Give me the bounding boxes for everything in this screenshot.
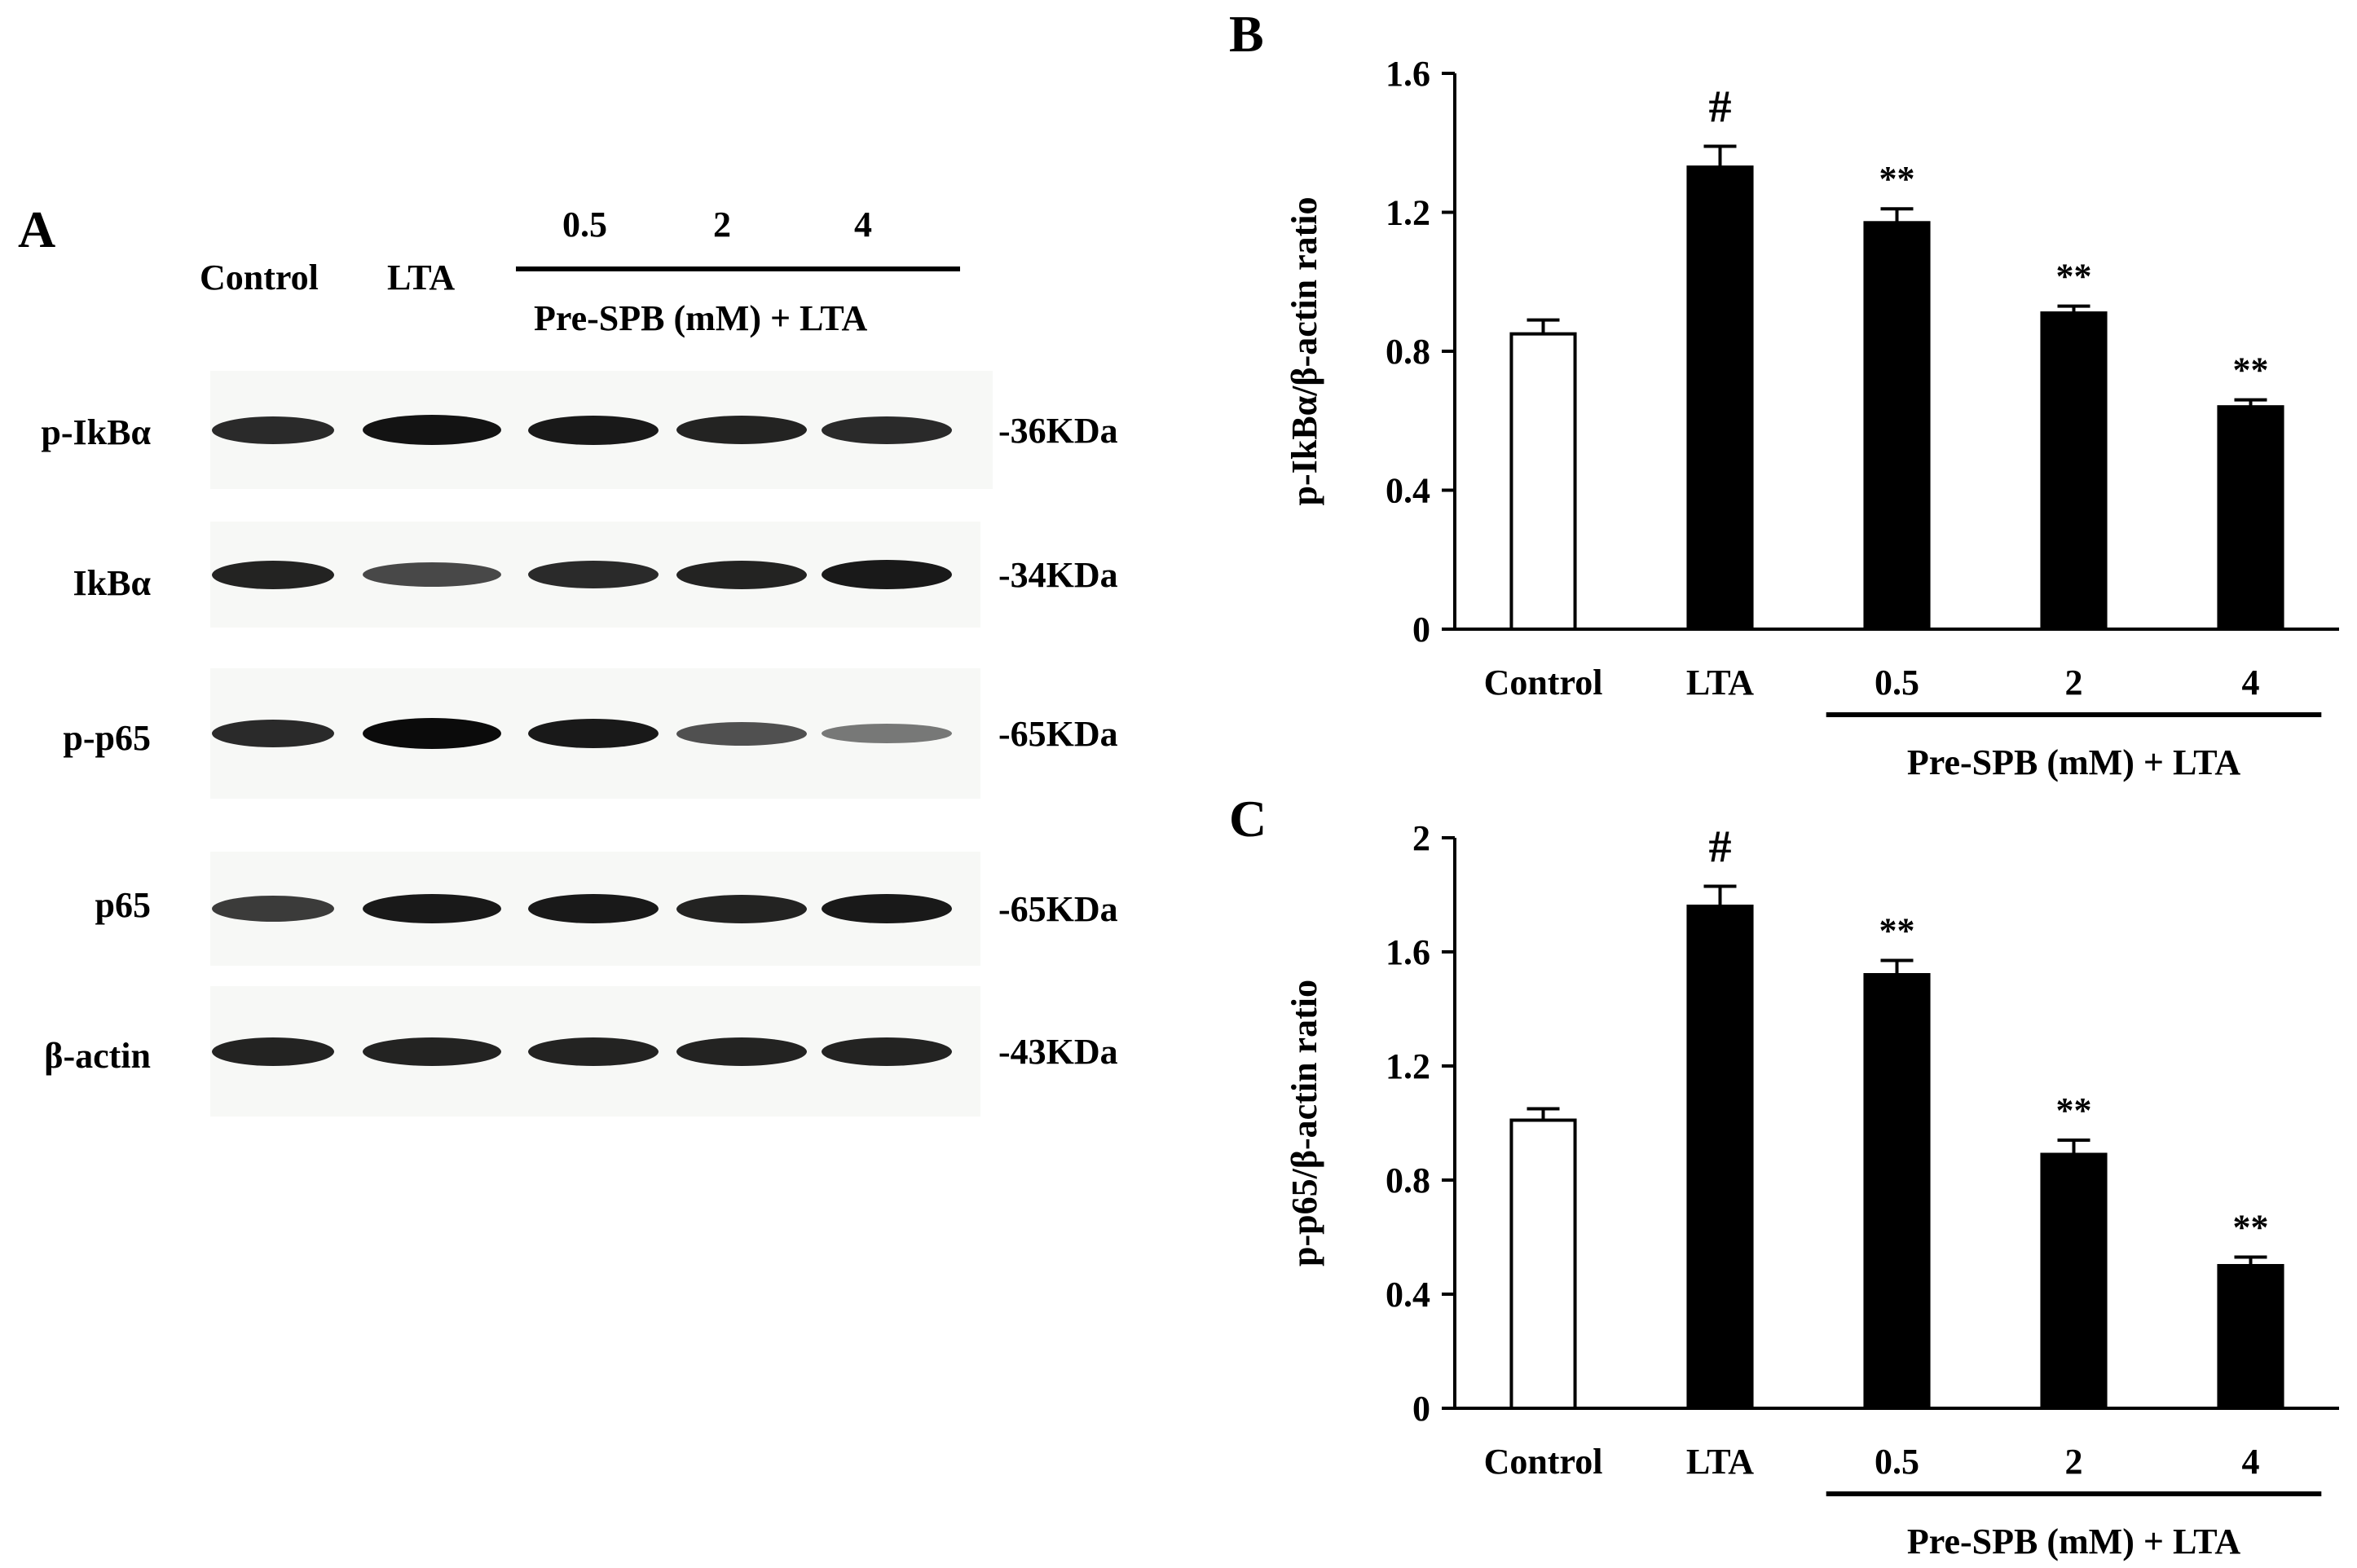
y-tick-label: 1.2 xyxy=(1386,193,1430,233)
blot-band xyxy=(528,894,659,923)
blot-band xyxy=(212,896,334,922)
blot-band xyxy=(676,1037,807,1066)
blot-band xyxy=(363,1037,501,1066)
blot-band xyxy=(528,719,659,748)
bar xyxy=(1686,905,1754,1410)
blot-band xyxy=(676,560,807,589)
blot-band xyxy=(528,415,659,445)
blot-band xyxy=(363,415,501,445)
blot-row-label: p-IkBα xyxy=(41,412,151,452)
x-category-label: 2 xyxy=(2065,1442,2083,1482)
blot-band xyxy=(822,894,952,923)
x-category-label: 0.5 xyxy=(1875,663,1919,703)
lane-label-dose-2: 2 xyxy=(713,205,731,244)
blot-row-label: p-p65 xyxy=(63,718,151,758)
y-tick-label: 0 xyxy=(1412,610,1430,650)
blot-band xyxy=(212,560,334,589)
panel-letter-c: C xyxy=(1229,790,1267,848)
significance-marker: # xyxy=(1709,82,1732,133)
significance-marker: # xyxy=(1709,822,1732,873)
blot-band xyxy=(212,1037,334,1066)
blot-band xyxy=(363,718,501,749)
bar xyxy=(2040,1152,2108,1410)
x-category-label: 2 xyxy=(2065,663,2083,703)
bar xyxy=(1509,332,1577,631)
lane-label-dose-4: 4 xyxy=(854,205,872,244)
x-category-label: Control xyxy=(1484,663,1603,703)
significance-marker: ** xyxy=(2056,257,2092,297)
blot-row-label: p65 xyxy=(95,885,151,925)
y-tick-label: 1.2 xyxy=(1386,1046,1430,1086)
blot-band xyxy=(822,724,952,743)
blot-band xyxy=(528,561,659,588)
significance-marker: ** xyxy=(2233,1208,2269,1248)
x-category-label: 4 xyxy=(2242,1442,2260,1482)
y-axis-label: p-p65/β-actin ratio xyxy=(1284,980,1324,1266)
significance-marker: ** xyxy=(1879,159,1915,199)
blot-band xyxy=(822,1037,952,1066)
blot-band xyxy=(528,1037,659,1066)
y-axis-label: p-IkBα/β-actin ratio xyxy=(1284,197,1324,506)
blot-band xyxy=(363,562,501,587)
group-label: Pre-SPB (mM) + LTA xyxy=(1907,1522,2240,1561)
blot-molecular-weight: -43KDa xyxy=(998,1032,1118,1072)
blot-molecular-weight: -65KDa xyxy=(998,714,1118,754)
blot-row-label: IkBα xyxy=(73,563,152,603)
blot-molecular-weight: -34KDa xyxy=(998,555,1118,595)
bar-chart-b: 0 0.4 0.8 1.2 1.6 p-IkBα/β-actin ratio Control… xyxy=(1284,54,2339,782)
blot-molecular-weight: -65KDa xyxy=(998,889,1118,929)
lane-label-dose-0-5: 0.5 xyxy=(562,205,607,244)
blot-band xyxy=(822,560,952,589)
significance-marker: ** xyxy=(2233,350,2269,390)
bar-chart-c: 0 0.4 0.8 1.2 1.6 2 p-p65/β-actin ratio Control… xyxy=(1284,818,2339,1561)
blot-molecular-weight: -36KDa xyxy=(998,410,1118,451)
blot-band xyxy=(676,894,807,923)
panel-letter-a: A xyxy=(18,200,56,258)
bar xyxy=(2040,311,2108,631)
bar xyxy=(1863,973,1931,1410)
treatment-group-bracket xyxy=(516,266,960,271)
blot-row-label: β-actin xyxy=(44,1036,151,1076)
x-category-label: Control xyxy=(1484,1442,1603,1482)
x-category-label: 0.5 xyxy=(1875,1442,1919,1482)
blot-band xyxy=(822,416,952,444)
blot-band xyxy=(212,416,334,444)
bar xyxy=(1686,165,1754,631)
blot-band xyxy=(212,720,334,747)
x-category-label: LTA xyxy=(1686,663,1754,703)
lane-label-lta: LTA xyxy=(387,258,456,297)
group-label: Pre-SPB (mM) + LTA xyxy=(1907,742,2240,782)
significance-marker: ** xyxy=(1879,911,1915,951)
blot-band xyxy=(676,721,807,746)
y-tick-label: 0.8 xyxy=(1386,1161,1430,1200)
x-category-label: LTA xyxy=(1686,1442,1754,1482)
blot-band xyxy=(676,416,807,444)
significance-marker: ** xyxy=(2056,1090,2092,1130)
y-tick-label: 1.6 xyxy=(1386,932,1430,972)
bar xyxy=(1863,221,1931,631)
lane-label-control: Control xyxy=(200,258,319,297)
y-tick-label: 0.8 xyxy=(1386,332,1430,372)
y-tick-label: 0.4 xyxy=(1386,471,1430,511)
bar xyxy=(2217,1264,2284,1410)
y-tick-label: 1.6 xyxy=(1386,54,1430,94)
bar xyxy=(2217,405,2284,631)
y-tick-label: 2 xyxy=(1412,818,1430,858)
treatment-group-label: Pre-SPB (mM) + LTA xyxy=(534,298,868,338)
panel-letter-b: B xyxy=(1229,5,1264,63)
x-category-label: 4 xyxy=(2242,663,2260,703)
bar xyxy=(1509,1118,1577,1410)
y-tick-label: 0.4 xyxy=(1386,1275,1430,1315)
y-tick-label: 0 xyxy=(1412,1389,1430,1429)
blot-band xyxy=(363,894,501,923)
